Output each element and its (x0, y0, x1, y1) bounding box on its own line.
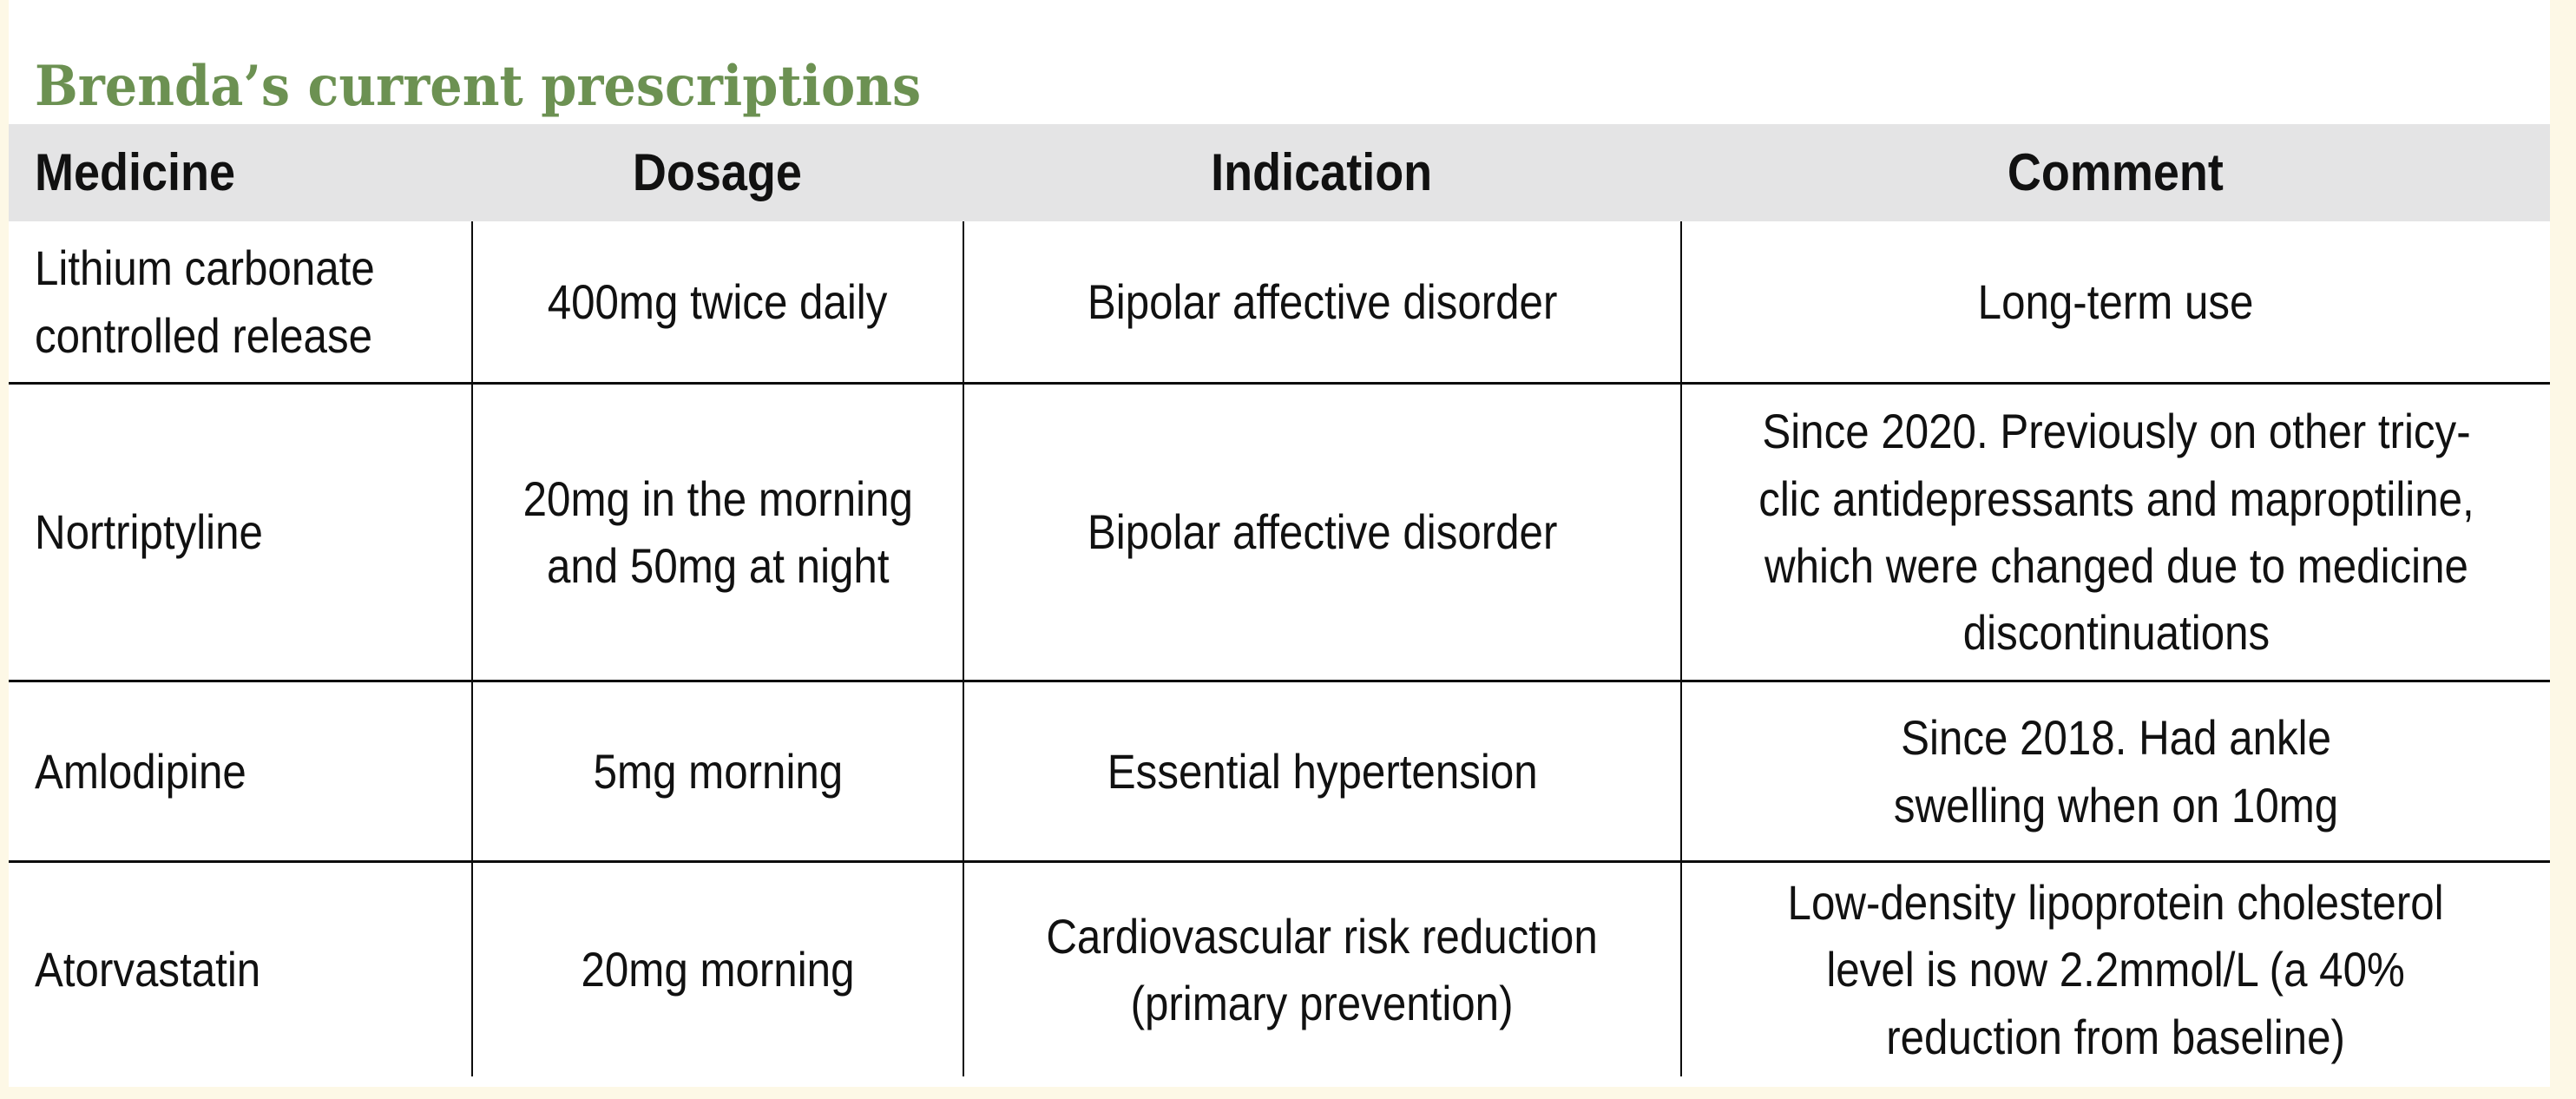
content-panel: Brenda’s current prescriptions Medicine … (9, 0, 2550, 1087)
column-header-label: Medicine (35, 142, 236, 201)
dosage-value: 5mg morning (593, 743, 843, 799)
page-title: Brenda’s current prescriptions (35, 53, 922, 119)
cell-dosage: 5mg morning (471, 682, 963, 860)
medicine-value: Nortriptyline (35, 504, 263, 560)
comment-value: Long-term use (1978, 273, 2254, 329)
cell-medicine: Lithium carbonate controlled release (9, 221, 471, 382)
cell-indication: Bipolar affective disorder (963, 385, 1680, 680)
cell-comment: Long-term use (1680, 221, 2550, 382)
column-header-indication: Indication (963, 124, 1680, 221)
indication-value: Bipolar affective disorder (1087, 273, 1558, 329)
column-header-label: Indication (1210, 142, 1433, 201)
cell-medicine: Nortriptyline (9, 385, 471, 680)
comment-value: Since 2020. Previously on other tricy- c… (1758, 404, 2474, 661)
medicine-value: Lithium carbonate controlled release (35, 240, 375, 363)
comment-value: Low-density lipoprotein cholesterol leve… (1787, 875, 2445, 1064)
table-row: Amlodipine 5mg morning Essential hyperte… (9, 680, 2550, 860)
cell-dosage: 20mg in the morning and 50mg at night (471, 385, 963, 680)
column-header-dosage: Dosage (471, 124, 963, 221)
dosage-value: 20mg morning (581, 942, 855, 997)
comment-value: Since 2018. Had ankle swelling when on 1… (1893, 710, 2339, 832)
cell-indication: Bipolar affective disorder (963, 221, 1680, 382)
prescriptions-table: Medicine Dosage Indication Comment Lithi… (9, 124, 2550, 1076)
table-row: Nortriptyline 20mg in the morning and 50… (9, 382, 2550, 680)
cell-medicine: Amlodipine (9, 682, 471, 860)
cell-indication: Essential hypertension (963, 682, 1680, 860)
column-header-label: Comment (2007, 142, 2224, 201)
indication-value: Cardiovascular risk reduction (primary p… (1046, 908, 1599, 1030)
medicine-value: Atorvastatin (35, 942, 261, 997)
table-row: Atorvastatin 20mg morning Cardiovascular… (9, 860, 2550, 1076)
cell-comment: Low-density lipoprotein cholesterol leve… (1680, 863, 2550, 1076)
cell-medicine: Atorvastatin (9, 863, 471, 1076)
column-header-comment: Comment (1680, 124, 2550, 221)
cell-dosage: 20mg morning (471, 863, 963, 1076)
cell-indication: Cardiovascular risk reduction (primary p… (963, 863, 1680, 1076)
table-row: Lithium carbonate controlled release 400… (9, 221, 2550, 382)
indication-value: Essential hypertension (1107, 743, 1538, 799)
column-header-medicine: Medicine (9, 124, 471, 221)
indication-value: Bipolar affective disorder (1087, 504, 1558, 560)
dosage-value: 400mg twice daily (548, 273, 888, 329)
dosage-value: 20mg in the morning and 50mg at night (522, 471, 913, 593)
column-header-label: Dosage (632, 142, 802, 201)
medicine-value: Amlodipine (35, 743, 246, 799)
cell-dosage: 400mg twice daily (471, 221, 963, 382)
cell-comment: Since 2018. Had ankle swelling when on 1… (1680, 682, 2550, 860)
table-header-row: Medicine Dosage Indication Comment (9, 124, 2550, 221)
cell-comment: Since 2020. Previously on other tricy- c… (1680, 385, 2550, 680)
